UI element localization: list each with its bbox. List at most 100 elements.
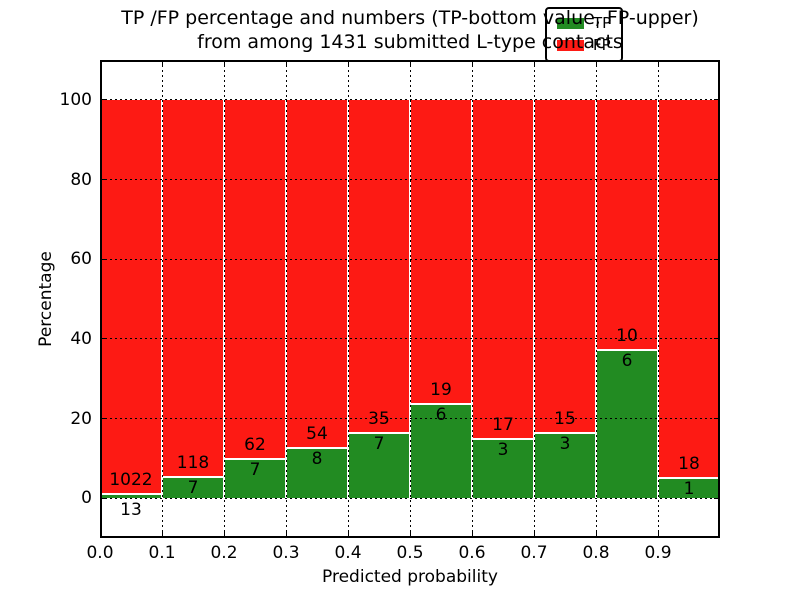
- x-gridline: [471, 60, 473, 538]
- bar-column: [596, 99, 658, 499]
- x-gridline: [533, 60, 535, 538]
- x-tick-top: [657, 60, 659, 66]
- x-tick-label: 0.7: [520, 543, 548, 563]
- legend-label-fp: FP: [593, 36, 611, 54]
- bar-column: [534, 99, 596, 499]
- bar-segment-fp: [101, 99, 161, 494]
- fp-count-label: 19: [430, 379, 452, 400]
- bar-segment-tp: [225, 457, 285, 499]
- x-tick-top: [471, 60, 473, 66]
- legend-swatch-tp: [557, 18, 584, 29]
- x-tick-top: [161, 60, 163, 66]
- y-tick-left: [100, 258, 106, 260]
- bar-column: [472, 99, 534, 499]
- bar-segment-tp: [101, 493, 161, 499]
- y-tick-label: 40: [70, 328, 92, 349]
- bar-column: [100, 99, 162, 499]
- y-tick-label: 20: [70, 408, 92, 429]
- bar-segment-fp: [349, 99, 409, 432]
- x-gridline: [347, 60, 349, 538]
- bar-column: [224, 99, 286, 499]
- x-tick-label: 0.8: [582, 543, 610, 563]
- x-gridline: [285, 60, 287, 538]
- x-tick-label: 0.6: [458, 543, 486, 563]
- x-tick-label: 0.0: [86, 543, 114, 563]
- bar-segment-fp: [411, 99, 471, 403]
- y-tick-left: [100, 338, 106, 340]
- y-tick-right: [714, 258, 720, 260]
- fp-count-label: 118: [176, 452, 210, 473]
- y-gridline: [100, 179, 720, 180]
- x-tick-top: [99, 60, 101, 66]
- tp-count-label: 3: [559, 433, 571, 454]
- x-tick-label: 0.2: [210, 543, 238, 563]
- bar-column: [658, 99, 720, 499]
- legend-swatch-fp: [557, 40, 584, 51]
- fp-count-label: 54: [306, 423, 328, 444]
- x-tick-top: [533, 60, 535, 66]
- fp-count-label: 18: [678, 454, 700, 475]
- y-axis-label: Percentage: [36, 251, 56, 347]
- y-tick-left: [100, 497, 106, 499]
- chart-title-line1: TP /FP percentage and numbers (TP-bottom…: [121, 7, 699, 29]
- x-gridline: [657, 60, 659, 538]
- x-tick-label: 0.5: [396, 543, 424, 563]
- x-tick-bottom: [657, 532, 659, 538]
- bar-segment-fp: [535, 99, 595, 432]
- y-tick-right: [714, 418, 720, 419]
- tp-count-label: 8: [311, 448, 323, 469]
- y-tick-right: [714, 497, 720, 499]
- bar-segment-tp: [287, 446, 347, 499]
- tp-count-label: 7: [249, 459, 261, 480]
- y-tick-right: [714, 338, 720, 340]
- y-gridline: [100, 497, 720, 499]
- fp-count-label: 10: [616, 325, 638, 346]
- bar-segment-fp: [225, 99, 285, 458]
- bar-column: [162, 99, 224, 499]
- chart-title-line2: from among 1431 submitted L-type contact…: [197, 31, 623, 53]
- x-tick-top: [285, 60, 287, 66]
- x-tick-label: 0.4: [334, 543, 362, 563]
- x-tick-bottom: [347, 532, 349, 538]
- bar-segment-tp: [535, 431, 595, 499]
- legend-label-tp: TP: [593, 14, 612, 32]
- bar-segment-tp: [659, 477, 719, 499]
- y-gridline: [100, 99, 720, 101]
- x-tick-bottom: [161, 532, 163, 538]
- y-tick-left: [100, 418, 106, 419]
- bar-column: [410, 99, 472, 499]
- y-tick-right: [714, 99, 720, 101]
- x-tick-top: [223, 60, 225, 66]
- y-tick-left: [100, 99, 106, 101]
- x-tick-bottom: [471, 532, 473, 538]
- x-tick-label: 0.1: [148, 543, 176, 563]
- x-axis-label: Predicted probability: [322, 567, 498, 587]
- bar-segment-fp: [287, 99, 347, 447]
- x-gridline: [409, 60, 411, 538]
- bar-segment-fp: [597, 99, 657, 349]
- fp-count-label: 62: [244, 434, 266, 455]
- bar-segment-fp: [659, 99, 719, 478]
- x-tick-top: [595, 60, 597, 66]
- tp-count-label: 1: [683, 479, 695, 500]
- bar-segment-fp: [163, 99, 223, 476]
- x-tick-bottom: [595, 532, 597, 538]
- tp-count-label: 3: [497, 440, 509, 461]
- y-tick-label: 80: [70, 169, 92, 190]
- tp-count-label: 6: [621, 350, 633, 371]
- tp-count-label: 6: [435, 404, 447, 425]
- legend: TP FP: [545, 7, 624, 62]
- x-tick-bottom: [223, 532, 225, 538]
- tp-count-label: 7: [187, 477, 199, 498]
- x-gridline: [595, 60, 597, 538]
- y-tick-label: 60: [70, 249, 92, 270]
- fp-count-label: 1022: [109, 470, 153, 491]
- y-gridline: [100, 418, 720, 419]
- bar-segment-tp: [597, 348, 657, 499]
- bar-segment-tp: [349, 431, 409, 499]
- chart-title: TP /FP percentage and numbers (TP-bottom…: [100, 6, 720, 54]
- x-tick-bottom: [99, 532, 101, 538]
- fp-count-label: 17: [492, 415, 514, 436]
- legend-row-tp: TP: [557, 16, 611, 31]
